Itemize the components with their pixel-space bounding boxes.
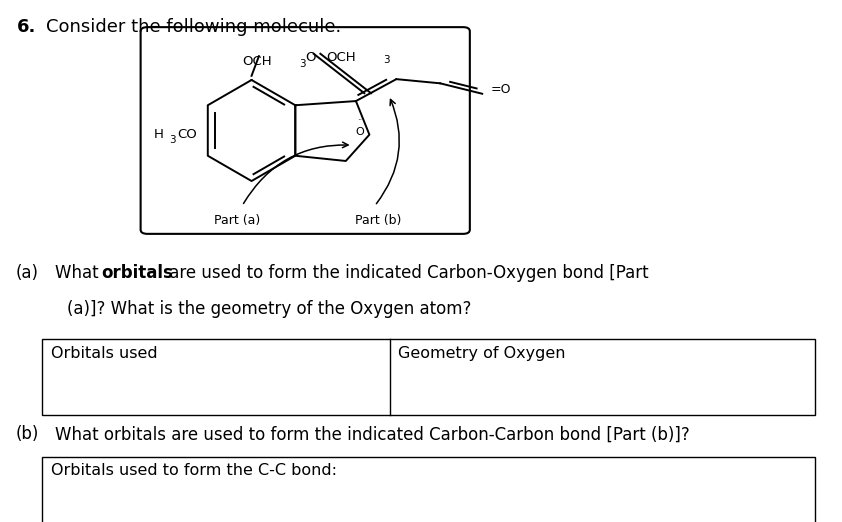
- Text: Geometry of Oxygen: Geometry of Oxygen: [398, 346, 566, 361]
- Text: ··: ··: [357, 116, 362, 125]
- Text: Part (a): Part (a): [214, 214, 260, 227]
- Text: are used to form the indicated Carbon-Oxygen bond [Part: are used to form the indicated Carbon-Ox…: [164, 264, 649, 281]
- Text: What orbitals are used to form the indicated Carbon-Carbon bond [Part (b)]?: What orbitals are used to form the indic…: [55, 425, 690, 443]
- Text: OCH: OCH: [327, 51, 356, 64]
- Bar: [42, 339, 815, 415]
- Bar: [42, 457, 815, 522]
- FancyBboxPatch shape: [141, 27, 470, 234]
- Text: 3: 3: [300, 60, 306, 69]
- Text: (a)]? What is the geometry of the Oxygen atom?: (a)]? What is the geometry of the Oxygen…: [67, 300, 472, 318]
- Text: H: H: [153, 128, 163, 141]
- Text: (a): (a): [15, 264, 38, 281]
- Text: CO: CO: [177, 128, 197, 141]
- Text: Consider the following molecule.: Consider the following molecule.: [46, 18, 342, 36]
- Text: What: What: [55, 264, 104, 281]
- Text: 3: 3: [384, 55, 390, 65]
- Text: Part (b): Part (b): [354, 214, 401, 227]
- Text: 3: 3: [168, 135, 175, 145]
- Text: 6.: 6.: [17, 18, 36, 36]
- Text: O: O: [305, 51, 316, 64]
- Text: O: O: [355, 127, 364, 137]
- Text: Orbitals used to form the C-C bond:: Orbitals used to form the C-C bond:: [51, 463, 337, 478]
- Text: OCH: OCH: [242, 55, 272, 68]
- Text: orbitals: orbitals: [101, 264, 173, 281]
- Text: (b): (b): [15, 425, 39, 443]
- Text: Orbitals used: Orbitals used: [51, 346, 157, 361]
- Text: =O: =O: [491, 83, 511, 96]
